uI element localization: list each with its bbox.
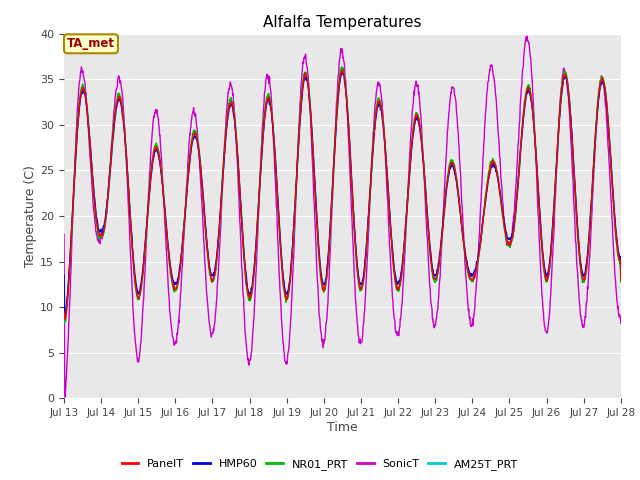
Line: SonicT: SonicT — [64, 36, 621, 397]
AM25T_PRT — [339, 67, 346, 72]
Line: PanelT: PanelT — [64, 70, 621, 319]
NR01_PRT — [429, 277, 437, 283]
Line: HMP60: HMP60 — [64, 72, 621, 317]
PanelT — [502, 234, 510, 240]
Y-axis label: Temperature (C): Temperature (C) — [24, 165, 37, 267]
HMP60 — [246, 290, 254, 296]
PanelT — [171, 286, 179, 292]
AM25T_PRT — [184, 175, 192, 181]
HMP60 — [171, 282, 179, 288]
SonicT — [246, 357, 254, 363]
SonicT — [429, 320, 437, 325]
Legend: PanelT, HMP60, NR01_PRT, SonicT, AM25T_PRT: PanelT, HMP60, NR01_PRT, SonicT, AM25T_P… — [117, 455, 523, 474]
SonicT — [502, 232, 509, 238]
HMP60 — [552, 180, 559, 186]
HMP60 — [502, 229, 510, 235]
HMP60 — [429, 271, 437, 276]
PanelT — [184, 172, 192, 178]
AM25T_PRT — [502, 233, 510, 239]
NR01_PRT — [337, 64, 345, 70]
SonicT — [60, 231, 68, 237]
AM25T_PRT — [60, 295, 68, 301]
Text: TA_met: TA_met — [67, 37, 115, 50]
Title: Alfalfa Temperatures: Alfalfa Temperatures — [263, 15, 422, 30]
SonicT — [61, 394, 68, 400]
Line: NR01_PRT: NR01_PRT — [64, 67, 621, 321]
AM25T_PRT — [246, 293, 254, 299]
AM25T_PRT — [61, 320, 68, 325]
NR01_PRT — [60, 295, 68, 301]
PanelT — [61, 316, 68, 322]
PanelT — [617, 276, 625, 282]
NR01_PRT — [617, 279, 625, 285]
X-axis label: Time: Time — [327, 421, 358, 434]
PanelT — [246, 296, 254, 301]
NR01_PRT — [61, 318, 69, 324]
PanelT — [429, 273, 437, 279]
NR01_PRT — [246, 297, 254, 303]
HMP60 — [184, 173, 192, 179]
SonicT — [184, 155, 192, 160]
HMP60 — [60, 272, 68, 278]
PanelT — [60, 309, 68, 315]
HMP60 — [61, 314, 68, 320]
AM25T_PRT — [429, 272, 437, 278]
AM25T_PRT — [552, 187, 559, 193]
AM25T_PRT — [171, 286, 179, 291]
NR01_PRT — [552, 177, 559, 183]
NR01_PRT — [184, 168, 192, 174]
NR01_PRT — [171, 288, 179, 294]
HMP60 — [617, 273, 625, 278]
NR01_PRT — [502, 236, 510, 242]
AM25T_PRT — [617, 278, 625, 284]
SonicT — [171, 342, 179, 348]
PanelT — [552, 180, 559, 185]
HMP60 — [338, 69, 346, 75]
PanelT — [339, 67, 346, 73]
SonicT — [524, 33, 531, 39]
SonicT — [617, 321, 625, 326]
Line: AM25T_PRT: AM25T_PRT — [64, 70, 621, 323]
SonicT — [552, 194, 559, 200]
